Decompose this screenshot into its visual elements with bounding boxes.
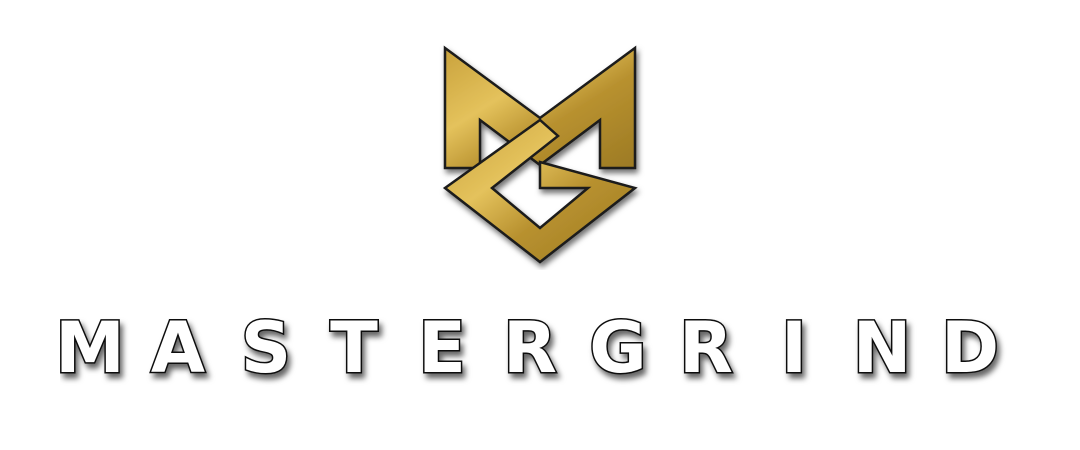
wordmark-letter: M <box>60 307 125 389</box>
wordmark-letter: D <box>941 307 999 389</box>
wordmark-letter: I <box>781 307 807 389</box>
wordmark-letter: R <box>679 307 733 389</box>
wordmark-letter: G <box>589 307 646 389</box>
wordmark-letter: S <box>241 307 291 389</box>
mg-monogram-icon <box>430 40 650 270</box>
wordmark-letter: E <box>418 307 466 389</box>
wordmark-letter: T <box>330 307 378 389</box>
wordmark-letter: A <box>151 307 205 389</box>
wordmark-letter: N <box>853 307 912 389</box>
wordmark-letter: R <box>503 307 557 389</box>
